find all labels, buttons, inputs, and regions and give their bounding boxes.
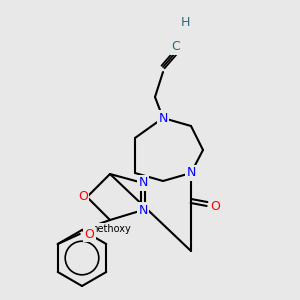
Text: N: N bbox=[138, 203, 148, 217]
Text: N: N bbox=[186, 167, 196, 179]
Text: H: H bbox=[180, 16, 190, 28]
Text: N: N bbox=[158, 112, 168, 124]
Text: O: O bbox=[78, 190, 88, 203]
Text: O: O bbox=[85, 227, 95, 241]
Text: methoxy: methoxy bbox=[88, 224, 131, 234]
Text: N: N bbox=[138, 176, 148, 190]
Text: O: O bbox=[84, 227, 94, 241]
Text: C: C bbox=[172, 40, 180, 53]
Text: O: O bbox=[210, 200, 220, 212]
